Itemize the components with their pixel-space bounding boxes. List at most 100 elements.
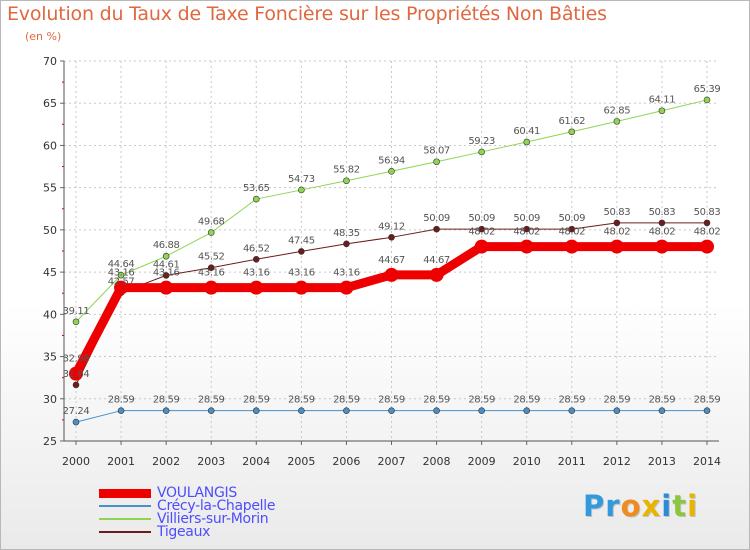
data-label-tigeaux: 44.61 [153, 259, 180, 270]
data-label-voulangis: 48.02 [694, 227, 721, 238]
data-label-tigeaux: 50.09 [558, 213, 585, 224]
data-point-tigeaux [343, 240, 350, 248]
y-tick-label: 70 [43, 55, 57, 68]
data-label-villiers-sur-morin: 62.85 [604, 105, 631, 116]
x-tick-label: 2000 [62, 455, 90, 468]
data-point-voulangis [114, 280, 129, 295]
data-label-villiers-sur-morin: 44.64 [108, 259, 135, 270]
legend-label-voulangis: VOULANGIS [157, 485, 237, 501]
x-tick-label: 2014 [693, 455, 721, 468]
logo-letter: i [661, 489, 673, 523]
data-point-villiers-sur-morin [568, 128, 576, 136]
data-point-voulangis [654, 239, 669, 254]
data-point-cr-cy-la-chapelle [252, 407, 260, 414]
y-tick-label: 50 [43, 224, 57, 237]
data-label-voulangis: 48.02 [468, 227, 495, 238]
data-label-villiers-sur-morin: 54.73 [288, 174, 315, 185]
data-label-tigeaux: 50.09 [513, 213, 540, 224]
data-label-voulangis: 48.02 [604, 227, 631, 238]
data-label-villiers-sur-morin: 39.11 [63, 306, 90, 317]
data-point-cr-cy-la-chapelle [117, 407, 125, 414]
data-point-villiers-sur-morin [523, 138, 531, 146]
line-chart: 25 30 35 40 45 50 55 60 65 70 2000 2001 2002 2003 2004… [43, 55, 721, 468]
data-label-villiers-sur-morin: 65.39 [694, 84, 721, 95]
data-point-villiers-sur-morin [388, 167, 395, 175]
data-label-voulangis: 32.98 [63, 354, 90, 365]
x-tick-label: 2012 [603, 455, 631, 468]
data-label-villiers-sur-morin: 60.41 [513, 126, 540, 137]
data-point-tigeaux [72, 381, 80, 389]
data-label-cr-cy-la-chapelle: 28.59 [423, 395, 450, 406]
data-point-villiers-sur-morin [658, 107, 666, 115]
data-label-tigeaux: 50.09 [468, 213, 495, 224]
data-point-voulangis [564, 239, 579, 254]
data-point-voulangis [474, 239, 489, 254]
data-point-cr-cy-la-chapelle [478, 407, 485, 414]
data-point-cr-cy-la-chapelle [613, 407, 621, 414]
data-label-villiers-sur-morin: 59.23 [468, 136, 495, 147]
data-point-cr-cy-la-chapelle [72, 418, 80, 426]
data-label-villiers-sur-morin: 53.65 [243, 183, 270, 194]
x-tick-label: 2001 [107, 455, 135, 468]
x-tick-label: 2004 [242, 455, 270, 468]
data-label-voulangis: 48.02 [649, 227, 676, 238]
y-tick-label: 45 [43, 266, 57, 279]
data-point-villiers-sur-morin [162, 252, 170, 260]
data-point-villiers-sur-morin [343, 177, 350, 185]
data-labels: 39.11 44.64 46.88 49.68 53.65 54.73 55.82 56.94… [63, 84, 721, 417]
data-point-villiers-sur-morin [298, 186, 305, 194]
x-tick-label: 2002 [152, 455, 180, 468]
data-point-tigeaux [433, 225, 440, 233]
data-point-cr-cy-la-chapelle [207, 407, 215, 414]
data-label-cr-cy-la-chapelle: 28.59 [108, 395, 135, 406]
data-label-tigeaux: 50.83 [604, 207, 631, 218]
data-point-voulangis [429, 267, 444, 282]
data-label-voulangis: 48.02 [513, 227, 540, 238]
data-point-tigeaux [658, 219, 666, 227]
data-point-voulangis [159, 280, 174, 295]
data-label-tigeaux: 50.83 [694, 207, 721, 218]
data-label-voulangis: 43.16 [108, 268, 135, 279]
data-label-voulangis: 43.16 [288, 268, 315, 279]
data-point-voulangis [249, 280, 264, 295]
y-tick-label: 60 [43, 139, 57, 152]
data-point-voulangis [384, 267, 399, 282]
series [69, 96, 714, 426]
data-label-villiers-sur-morin: 55.82 [333, 165, 360, 176]
x-tick-label: 2005 [287, 455, 315, 468]
data-label-cr-cy-la-chapelle: 28.59 [694, 395, 721, 406]
data-point-tigeaux [162, 272, 170, 279]
data-point-voulangis [69, 366, 83, 381]
data-point-cr-cy-la-chapelle [298, 407, 305, 414]
data-point-tigeaux [703, 219, 711, 227]
legend-swatch-crecy [99, 505, 151, 507]
data-label-villiers-sur-morin: 46.88 [153, 240, 180, 251]
data-point-voulangis [294, 280, 309, 295]
y-tick-label: 65 [43, 97, 57, 110]
logo-letter: o [620, 489, 642, 523]
data-point-cr-cy-la-chapelle [433, 407, 440, 414]
proxiti-logo: Proxiti [583, 489, 698, 523]
data-point-villiers-sur-morin [613, 118, 621, 125]
data-label-tigeaux: 42.57 [108, 277, 135, 288]
data-point-cr-cy-la-chapelle [703, 407, 711, 414]
data-point-tigeaux [298, 248, 305, 255]
x-tick-label: 2003 [197, 455, 225, 468]
data-point-villiers-sur-morin [478, 148, 485, 156]
data-point-villiers-sur-morin [117, 271, 125, 279]
data-point-tigeaux [252, 255, 260, 263]
data-label-voulangis: 43.16 [153, 268, 180, 279]
data-label-voulangis: 43.16 [333, 268, 360, 279]
legend-label-villiers: Villiers-sur-Morin [157, 511, 269, 527]
x-tick-label: 2007 [378, 455, 406, 468]
data-label-villiers-sur-morin: 61.62 [558, 116, 585, 127]
data-point-villiers-sur-morin [703, 96, 711, 104]
data-point-voulangis [339, 280, 354, 295]
data-point-voulangis [519, 239, 534, 254]
data-point-cr-cy-la-chapelle [162, 407, 170, 414]
data-label-voulangis: 43.16 [198, 268, 225, 279]
legend-swatch-voulangis [99, 489, 151, 498]
data-label-cr-cy-la-chapelle: 28.59 [558, 395, 585, 406]
data-point-cr-cy-la-chapelle [658, 407, 666, 414]
